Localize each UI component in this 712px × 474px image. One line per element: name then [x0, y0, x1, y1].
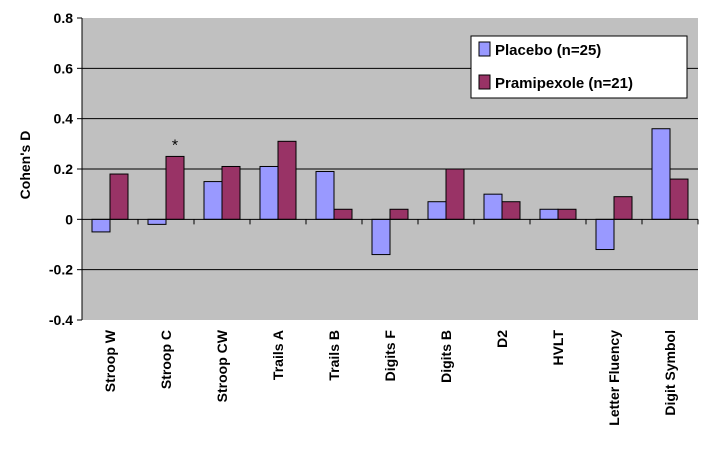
y-tick-label: 0.4: [54, 111, 74, 127]
y-axis-ticks: -0.4 -0.2 0 0.2 0.4 0.6 0.8: [49, 10, 83, 328]
bar-placebo: [315, 171, 335, 220]
category-label: Stroop C: [158, 330, 174, 389]
bar-pramipexole: [165, 155, 185, 220]
bar-placebo: [371, 218, 391, 256]
bar-placebo: [595, 218, 615, 251]
bar-pramipexole: [277, 140, 297, 220]
bar-placebo: [483, 193, 503, 220]
legend-swatch-pramipexole: [478, 74, 491, 90]
bar-pramipexole: [557, 208, 577, 220]
legend-label-pramipexole: Pramipexole (n=21): [495, 75, 633, 92]
category-label: D2: [494, 330, 510, 348]
bar-placebo: [203, 181, 223, 220]
legend-label-placebo: Placebo (n=25): [495, 42, 601, 59]
category-label: Digits B: [438, 330, 454, 383]
legend-box: [470, 35, 688, 99]
category-label: HVLT: [550, 330, 566, 366]
bars: [91, 128, 689, 256]
y-axis-title: Cohen's D: [17, 131, 33, 200]
category-label: Digit Symbol: [662, 330, 678, 416]
bar-placebo: [427, 201, 447, 220]
y-tick-label: 0: [65, 211, 73, 227]
category-label: Letter Fluency: [606, 330, 622, 426]
legend: Placebo (n=25) Pramipexole (n=21): [470, 35, 688, 99]
bar-pramipexole: [445, 168, 465, 220]
y-tick-label: 0.6: [54, 60, 74, 76]
category-label: Digits F: [382, 330, 398, 382]
bar-pramipexole: [389, 208, 409, 220]
category-label: Trails B: [326, 330, 342, 381]
y-tick-label: -0.4: [49, 312, 73, 328]
legend-swatch-placebo: [478, 41, 491, 57]
bar-pramipexole: [501, 201, 521, 220]
y-tick-label: 0.2: [54, 161, 74, 177]
bar-placebo: [91, 218, 111, 233]
bar-pramipexole: [333, 208, 353, 220]
bar-placebo: [259, 165, 279, 220]
annotations: *: [172, 137, 178, 154]
category-label: Stroop CW: [214, 329, 230, 402]
y-tick-label: 0.8: [54, 10, 74, 26]
bar-placebo: [651, 128, 671, 220]
bar-pramipexole: [109, 173, 129, 220]
gridlines: [82, 67, 698, 271]
category-label: Trails A: [270, 330, 286, 380]
bar-pramipexole: [221, 165, 241, 220]
category-labels: Stroop W Stroop C Stroop CW Trails A Trails …: [102, 329, 678, 425]
bar-placebo: [539, 208, 559, 220]
x-axis-ticks: [81, 219, 699, 225]
bar-pramipexole: [669, 178, 689, 220]
bar-pramipexole: [613, 196, 633, 220]
bar-placebo: [147, 218, 167, 225]
significance-marker: *: [172, 137, 178, 154]
y-tick-label: -0.2: [49, 262, 73, 278]
category-label: Stroop W: [102, 329, 118, 392]
